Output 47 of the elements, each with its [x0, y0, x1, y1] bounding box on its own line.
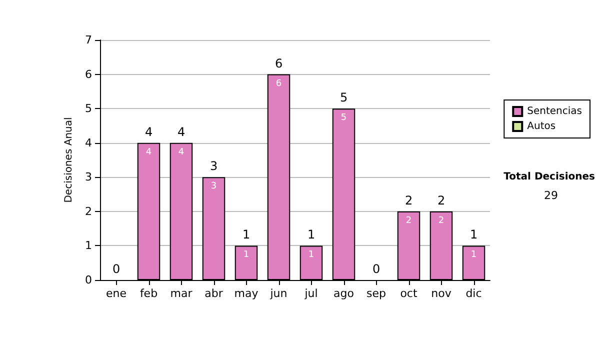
data-label: 2 — [438, 216, 444, 226]
y-tick-label: 0 — [85, 274, 92, 286]
total-label: 1 — [470, 228, 478, 242]
x-tick-label: jun — [269, 287, 288, 300]
x-tick-label: ago — [334, 287, 354, 300]
total-label: 0 — [372, 262, 380, 276]
x-tick-label: sep — [366, 287, 386, 300]
data-label: 4 — [178, 147, 184, 158]
x-tick-label: oct — [400, 287, 418, 300]
data-label: 4 — [146, 147, 152, 158]
total-label: 3 — [210, 159, 218, 174]
data-label: 1 — [470, 250, 477, 260]
y-tick-label: 5 — [85, 102, 92, 116]
y-tick-label: 1 — [85, 239, 92, 252]
y-axis-title: Decisiones Anual — [64, 117, 75, 203]
data-label: 1 — [308, 250, 314, 260]
x-tick-label: abr — [204, 287, 224, 300]
total-label: 5 — [340, 90, 348, 105]
x-tick-label: feb — [140, 287, 158, 300]
total-label: 2 — [404, 193, 413, 208]
text: 29 — [544, 189, 558, 202]
x-tick-label: nov — [431, 287, 452, 300]
data-label: 1 — [243, 250, 250, 260]
y-tick-label: 2 — [85, 204, 92, 218]
y-tick-label: 4 — [85, 136, 92, 150]
data-label: 6 — [276, 78, 282, 89]
x-tick-label: dic — [466, 287, 482, 300]
legend-label: Sentencias — [527, 106, 582, 117]
x-tick-label: ene — [106, 287, 127, 300]
total-label: 2 — [437, 193, 446, 208]
y-tick-label: 7 — [85, 34, 92, 46]
data-label: 2 — [406, 216, 412, 226]
text: Total Decisiones — [504, 172, 596, 182]
x-tick-label: mar — [170, 287, 193, 300]
data-label: 3 — [210, 182, 217, 192]
legend-label: Autos — [527, 121, 556, 132]
total-label: 6 — [274, 56, 283, 70]
total-label: 4 — [177, 124, 186, 139]
total-label: 1 — [307, 228, 316, 242]
y-tick-label: 3 — [85, 170, 92, 184]
y-tick-label: 6 — [85, 68, 92, 81]
x-tick-label: may — [234, 287, 259, 300]
total-label: 1 — [242, 228, 250, 242]
x-tick-label: jul — [304, 287, 318, 300]
total-label: 4 — [144, 124, 153, 139]
data-label: 5 — [340, 113, 347, 124]
total-label: 0 — [112, 262, 120, 276]
